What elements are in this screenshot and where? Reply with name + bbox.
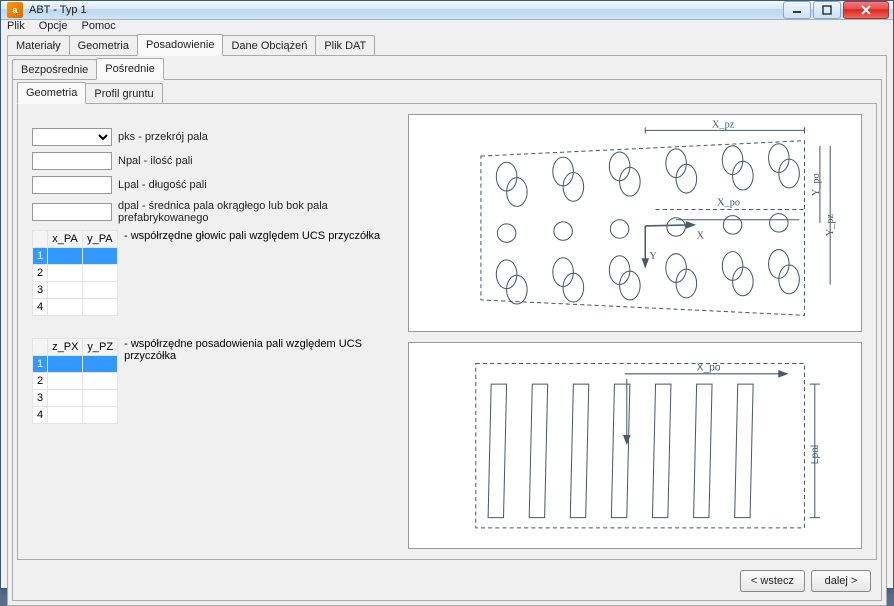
table2-group: z_PX y_PZ 1 2 3 4 - współrzędne posadowi… [32,338,392,424]
table-row[interactable]: 2 [33,373,118,390]
tab-loads[interactable]: Dane Obciążeń [222,35,316,55]
table-row[interactable]: 3 [33,390,118,407]
pks-label: pks - przekrój pala [118,131,208,143]
table-row[interactable]: 3 [33,282,118,299]
tab-geometry[interactable]: Geometria [69,35,138,55]
tab-direct[interactable]: Bezpośrednie [12,59,97,79]
table-row[interactable]: 4 [33,407,118,424]
tabs-level3: Geometria Profil gruntu [17,84,877,104]
form-column: pks - przekrój pala Npal - ilość pali Lp… [32,114,392,549]
tab-geometry3[interactable]: Geometria [17,82,86,104]
svg-text:Lpal: Lpal [810,445,821,464]
diagram-column: X_pz X_po X Y Y_po Y_pz [408,114,862,549]
window-buttons [783,1,889,19]
minimize-button[interactable] [783,1,811,19]
tabs-level2: Bezpośrednie Pośrednie [12,60,882,80]
row-pks: pks - przekrój pala [32,128,392,146]
table1-label: - współrzędne głowic pali względem UCS p… [124,230,380,242]
row-lpal: Lpal - długość pali [32,176,392,194]
panel-level3: pks - przekrój pala Npal - ilość pali Lp… [17,104,877,560]
app-icon: a [7,2,23,18]
t1-col-xpa: x_PA [48,231,83,248]
t2-col-ypz: y_PZ [83,339,118,356]
maximize-button[interactable] [813,1,841,19]
titlebar: a ABT - Typ 1 [1,1,893,20]
tab-soil-profile[interactable]: Profil gruntu [85,83,162,103]
table-row[interactable]: 2 [33,265,118,282]
lpal-input[interactable] [32,176,112,194]
menu-item-file[interactable]: Plik [7,20,25,32]
svg-text:Y_pz: Y_pz [825,214,836,237]
dpal-input[interactable] [32,203,112,221]
svg-text:Y_po: Y_po [811,173,822,196]
t2-col-blank [33,339,48,356]
svg-text:Y: Y [649,251,657,262]
t1-col-blank [33,231,48,248]
wizard-buttons: < wstecz dalej > [17,566,877,596]
pks-select[interactable] [32,128,112,146]
table-xy-pa[interactable]: x_PA y_PA 1 2 3 4 [32,230,118,316]
t1-col-ypa: y_PA [83,231,118,248]
svg-text:X_po: X_po [717,197,740,208]
npal-label: Npal - ilość pali [118,155,193,167]
tabs-level1: Materiały Geometria Posadowienie Dane Ob… [7,34,887,56]
row-npal: Npal - ilość pali [32,152,392,170]
tab-foundation[interactable]: Posadowienie [137,34,224,56]
menu-item-options[interactable]: Opcje [39,20,68,32]
t2-col-zpx: z_PX [48,339,83,356]
menu-item-help[interactable]: Pomoc [81,20,115,32]
diagram-elevation: X_po Lpal [408,342,862,549]
table-row[interactable]: 1 [33,356,118,373]
table-zpx-ypz[interactable]: z_PX y_PZ 1 2 3 4 [32,338,118,424]
dpal-label: dpal - średnica pala okrągłego lub bok p… [118,200,392,224]
tab-datfile[interactable]: Plik DAT [315,35,375,55]
npal-input[interactable] [32,152,112,170]
table1-group: x_PA y_PA 1 2 3 4 - współrzędne głowic p… [32,230,392,316]
svg-text:X_pz: X_pz [712,119,735,130]
content-area: Bezpośrednie Pośrednie Geometria Profil … [7,56,887,606]
table2-label: - współrzędne posadowienia pali względem… [124,338,392,362]
app-window: a ABT - Typ 1 Plik Opcje Pomoc Materiały… [0,0,894,589]
panel-level2: Geometria Profil gruntu pks - przekrój p… [12,80,882,601]
lpal-label: Lpal - długość pali [118,179,207,191]
menu-bar: Plik Opcje Pomoc [1,20,893,32]
window-title: ABT - Typ 1 [29,4,783,16]
svg-text:X_po: X_po [697,362,721,373]
diagram-plan: X_pz X_po X Y Y_po Y_pz [408,114,862,332]
tab-materials[interactable]: Materiały [7,35,70,55]
svg-text:X: X [697,230,705,241]
row-dpal: dpal - średnica pala okrągłego lub bok p… [32,200,392,224]
table-row[interactable]: 1 [33,248,118,265]
table-row[interactable]: 4 [33,299,118,316]
tab-indirect[interactable]: Pośrednie [96,58,164,80]
close-button[interactable] [843,1,889,19]
